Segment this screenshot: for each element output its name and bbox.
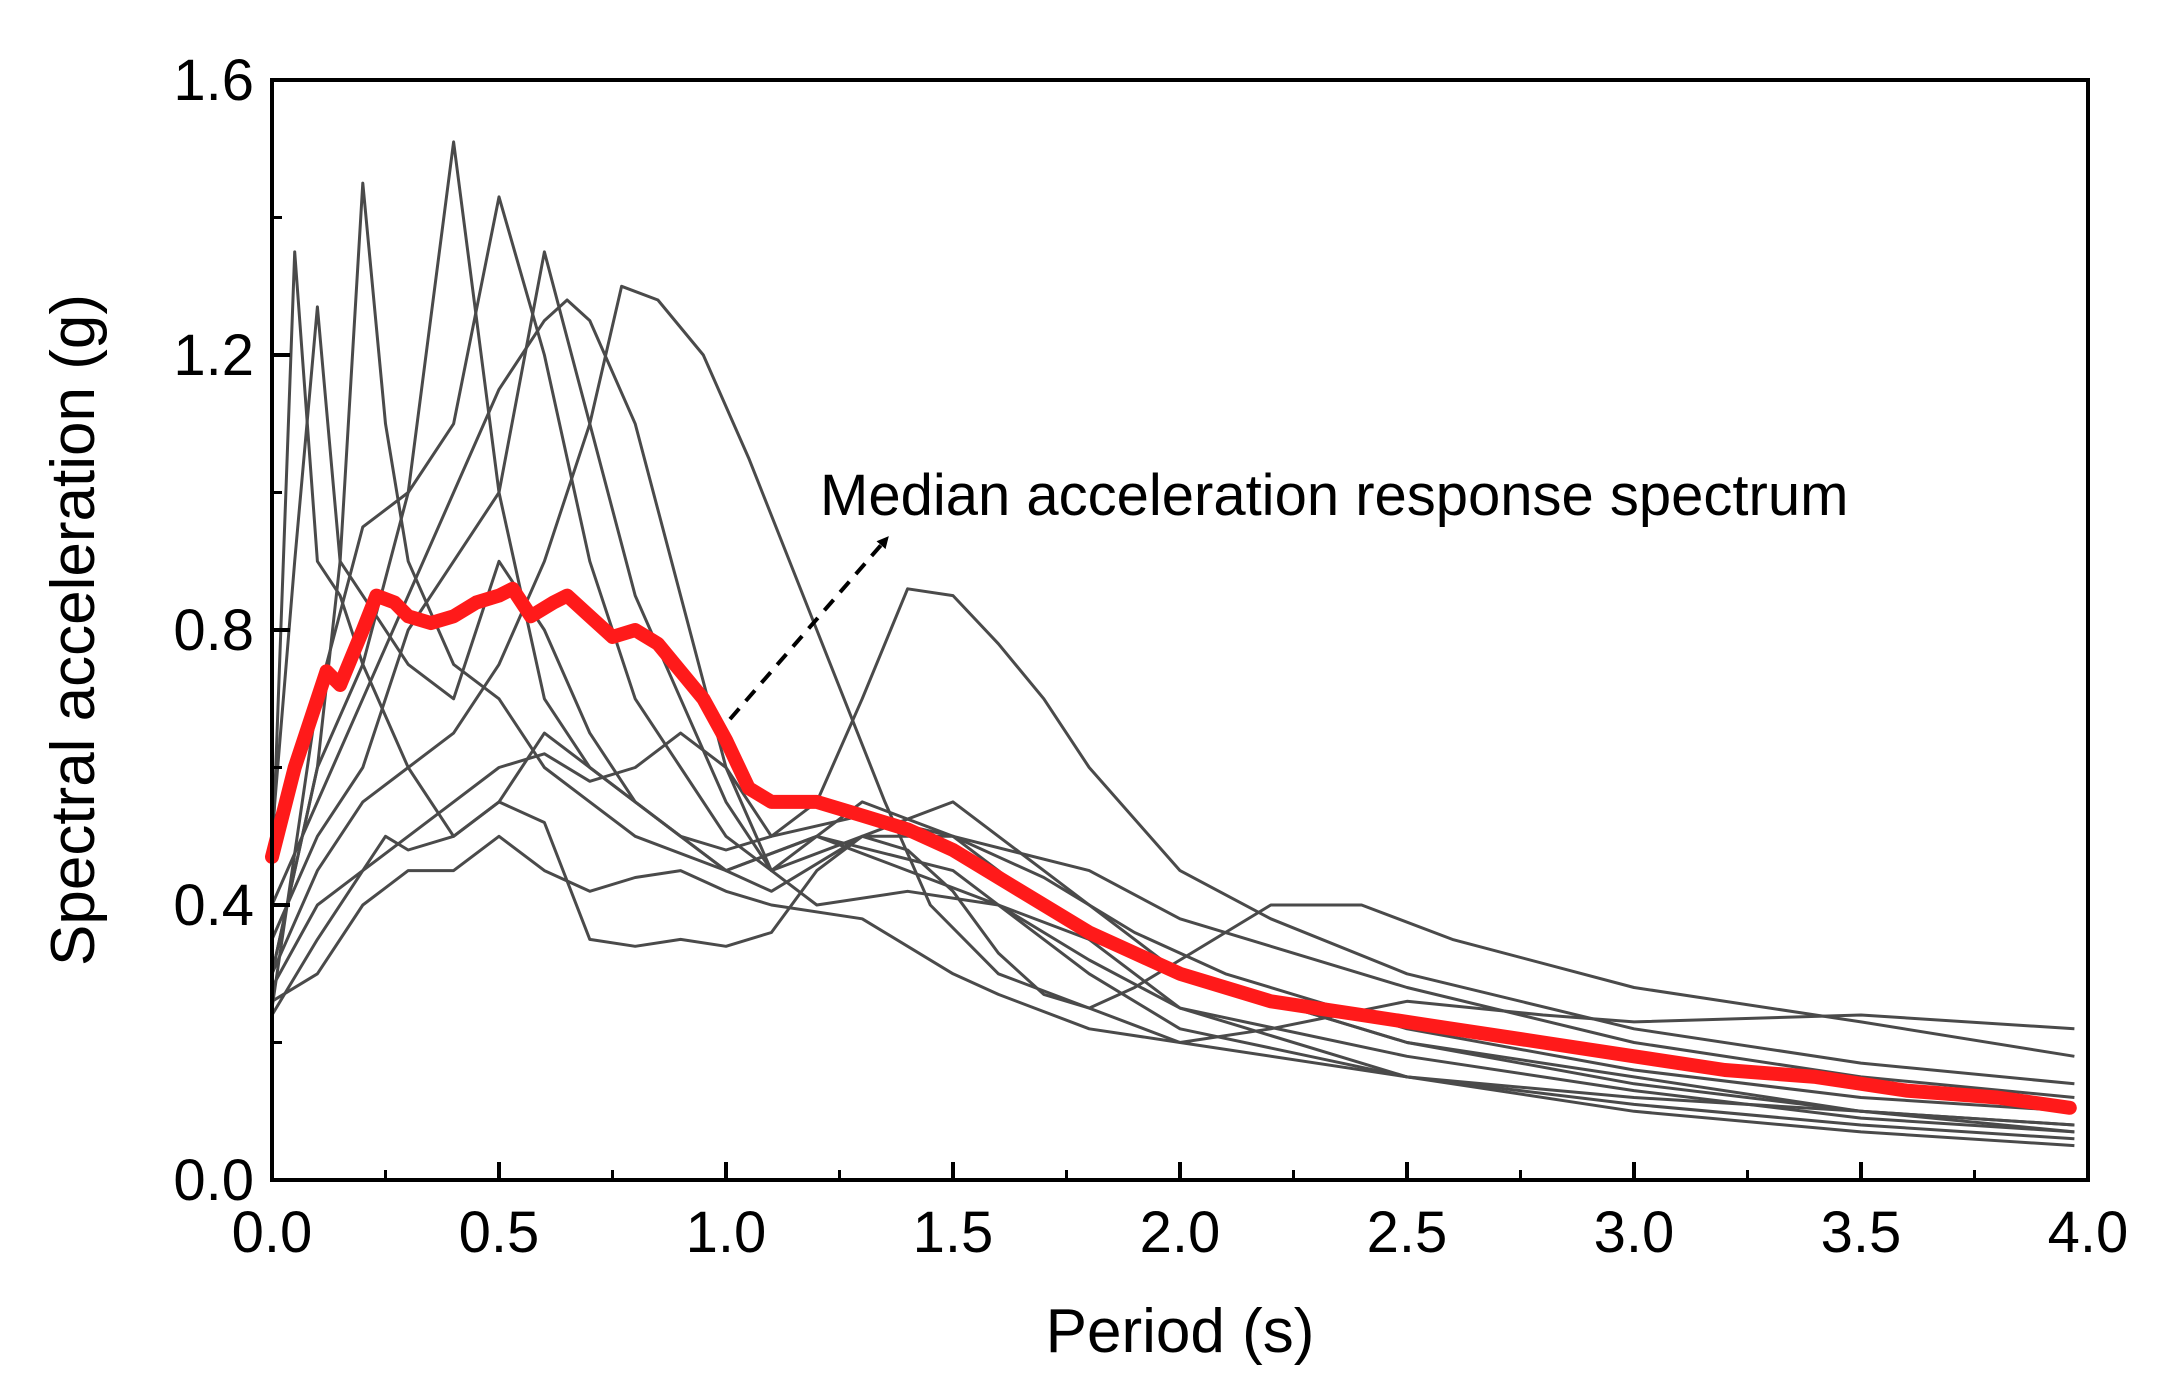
y-tick-label: 0.4 (173, 873, 254, 938)
record-spectrum-line-8 (270, 587, 2075, 1086)
x-tick-label: 1.5 (913, 1200, 994, 1265)
y-tick-label: 1.2 (173, 323, 254, 388)
annotation-label: Median acceleration response spectrum (820, 463, 1848, 528)
x-tick-label: 0.5 (459, 1200, 540, 1265)
axis-ticks: 0.0 0.5 1.0 1.5 2.0 2.5 3.0 3.5 4.0 0.0 0.4 0.8 1.2 1… (173, 48, 2128, 1265)
x-tick-label: 2.5 (1367, 1200, 1448, 1265)
x-tick-label: 2.0 (1140, 1200, 1221, 1265)
record-spectrum-line-5 (270, 250, 2075, 1134)
x-tick-label: 4.0 (2048, 1200, 2129, 1265)
annotation-arrow (728, 536, 889, 721)
record-spectrum-line-7 (270, 284, 2075, 1127)
x-tick-label: 3.5 (1821, 1200, 1902, 1265)
x-axis-title: Period (s) (1046, 1297, 1315, 1366)
record-spectrum-line-11 (270, 559, 2075, 1113)
record-spectra (270, 140, 2075, 1148)
y-tick-label: 0.0 (173, 1148, 254, 1213)
y-axis-title: Spectral acceleration (g) (39, 294, 108, 966)
record-spectrum-line-6 (270, 298, 2075, 1099)
median-spectrum-group (265, 581, 2077, 1115)
record-spectrum-line-4 (270, 195, 2075, 1127)
record-spectrum-line-3 (270, 140, 2075, 1134)
median-spectrum-line (265, 581, 2077, 1115)
record-spectrum-line-2 (270, 181, 2075, 1148)
x-tick-label: 3.0 (1594, 1200, 1675, 1265)
y-tick-label: 0.8 (173, 598, 254, 663)
y-tick-label: 1.6 (173, 48, 254, 113)
x-tick-label: 0.0 (232, 1200, 313, 1265)
x-tick-label: 1.0 (686, 1200, 767, 1265)
record-spectrum-line-9 (270, 800, 2075, 1058)
record-spectrum-line-10 (271, 834, 2075, 1044)
